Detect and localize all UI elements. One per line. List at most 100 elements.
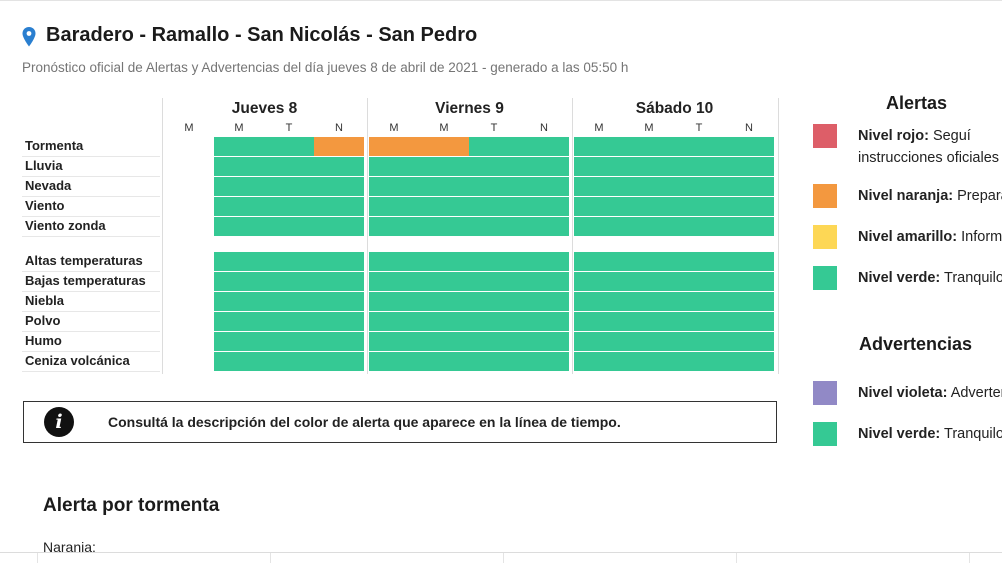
period-label: M: [439, 122, 449, 134]
row-separator: [22, 236, 160, 237]
forecast-cell: [724, 252, 774, 271]
period-label: N: [745, 122, 753, 134]
day-separator: [572, 98, 573, 374]
forecast-cell: [369, 272, 419, 291]
forecast-cell: [419, 177, 469, 196]
forecast-cell: [624, 157, 674, 176]
forecast-cell: [519, 137, 569, 156]
forecast-cell: [369, 312, 419, 331]
period-label: M: [234, 122, 244, 134]
row-label: Tormenta: [25, 138, 84, 153]
row-separator: [22, 311, 160, 312]
forecast-cell: [519, 272, 569, 291]
page-subtitle: Pronóstico oficial de Alertas y Adverten…: [22, 60, 629, 75]
forecast-cell: [519, 177, 569, 196]
forecast-cell: [574, 292, 624, 311]
legend-panel: Alertas Nivel rojo: Seguí instrucciones o…: [800, 0, 1002, 553]
row-label: Altas temperaturas: [25, 253, 143, 268]
legend-alertas-title: Alertas: [886, 93, 948, 113]
legend-description: Seguí: [932, 128, 971, 144]
location-pin-icon: [22, 27, 36, 47]
forecast-cell: [724, 157, 774, 176]
forecast-cell: [724, 292, 774, 311]
forecast-cell: [674, 177, 724, 196]
section-title: Alerta por tormenta: [43, 495, 220, 516]
forecast-cell: [419, 217, 469, 236]
forecast-cell: [264, 197, 314, 216]
row-separator: [22, 196, 160, 197]
forecast-cell: [419, 312, 469, 331]
divider-tick: [270, 553, 271, 563]
forecast-cell: [469, 252, 519, 271]
forecast-cell: [674, 292, 724, 311]
legend-description: Informate: [961, 229, 1002, 245]
row-separator: [22, 216, 160, 217]
forecast-cell: [519, 352, 569, 371]
info-text: Consultá la descripción del color de ale…: [108, 414, 621, 430]
forecast-cell: [674, 217, 724, 236]
forecast-cell: [419, 137, 469, 156]
forecast-cell: [469, 272, 519, 291]
day-title: Jueves 8: [231, 100, 298, 117]
forecast-cell: [419, 272, 469, 291]
forecast-cell: [724, 217, 774, 236]
forecast-cell: [519, 217, 569, 236]
forecast-cell: [314, 197, 364, 216]
forecast-cell: [574, 352, 624, 371]
period-label: T: [285, 122, 293, 134]
legend-swatch: [813, 266, 837, 290]
legend-label: Nivel verde:: [858, 270, 941, 286]
forecast-cell: [419, 252, 469, 271]
forecast-cell: [419, 197, 469, 216]
legend-label: Nivel amarillo:: [858, 229, 958, 245]
forecast-cell: [574, 157, 624, 176]
day-separator: [367, 98, 368, 374]
forecast-cell: [314, 312, 364, 331]
period-label: T: [695, 122, 703, 134]
forecast-cell: [674, 197, 724, 216]
page-title: Baradero - Ramallo - San Nicolás - San P…: [46, 24, 478, 46]
legend-label: Nivel rojo:: [858, 128, 929, 144]
legend-swatch: [813, 184, 837, 208]
forecast-cell: [674, 352, 724, 371]
forecast-cell: [469, 177, 519, 196]
period-label: M: [184, 122, 194, 134]
forecast-cell: [624, 137, 674, 156]
forecast-cell: [574, 272, 624, 291]
period-label: N: [540, 122, 548, 134]
row-label: Bajas temperaturas: [25, 273, 146, 288]
row-label: Lluvia: [25, 158, 63, 173]
forecast-cell: [674, 272, 724, 291]
forecast-cell: [369, 217, 419, 236]
forecast-cell: [264, 312, 314, 331]
forecast-cell: [724, 272, 774, 291]
forecast-cell: [214, 157, 264, 176]
day-separator: [162, 98, 163, 374]
forecast-cell: [574, 332, 624, 351]
legend-label: Nivel verde:: [858, 426, 941, 442]
forecast-cell: [469, 352, 519, 371]
forecast-cell: [264, 137, 314, 156]
legend-swatch: [813, 381, 837, 405]
forecast-cell: [469, 137, 519, 156]
forecast-cell: [419, 292, 469, 311]
top-border: [0, 0, 1002, 1]
forecast-cell: [264, 217, 314, 236]
forecast-cell: [674, 252, 724, 271]
forecast-cell: [314, 352, 364, 371]
forecast-cell: [214, 197, 264, 216]
forecast-cell: [369, 292, 419, 311]
forecast-cell: [314, 137, 364, 156]
forecast-cell: [314, 217, 364, 236]
forecast-cell: [264, 352, 314, 371]
forecast-cell: [574, 197, 624, 216]
forecast-cell: [519, 312, 569, 331]
forecast-cell: [369, 177, 419, 196]
forecast-cell: [264, 252, 314, 271]
forecast-cell: [369, 352, 419, 371]
row-separator: [22, 351, 160, 352]
forecast-cell: [574, 217, 624, 236]
row-separator: [22, 176, 160, 177]
legend-advertencias-title: Advertencias: [859, 334, 973, 354]
legend-description: Tranquilo: [944, 426, 1002, 442]
